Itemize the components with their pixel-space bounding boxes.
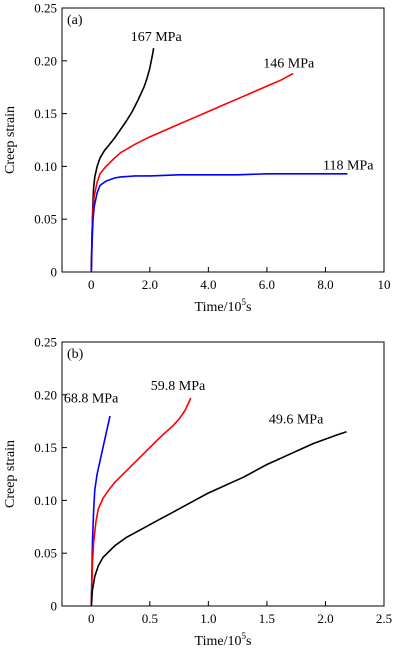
series-line (90, 431, 347, 607)
x-axis-title-exponent: 5 (242, 297, 247, 307)
chart-panel-a: (a) Creep strain Time/105s 0 2.0 4.0 6.0 8.0… (3, 1, 391, 316)
x-tick-label: 2.5 (376, 611, 392, 626)
y-tick-label: 0 (51, 265, 58, 280)
x-tick-label: 10 (378, 277, 391, 292)
x-tick-label: 0.5 (142, 611, 158, 626)
series-label: 68.8 MPa (64, 392, 119, 407)
x-axis-title-exponent: 5 (242, 631, 247, 641)
series-labels: 68.8 MPa 59.8 MPa 49.6 MPa (64, 379, 324, 428)
x-tick-label: 1.0 (200, 611, 216, 626)
series-label: 118 MPa (323, 159, 374, 174)
curves (90, 397, 347, 607)
y-tick-label: 0.05 (34, 212, 57, 227)
y-tick-label: 0.20 (34, 387, 57, 402)
panel-label: (b) (67, 347, 84, 362)
y-tick-label: 0 (51, 599, 58, 614)
y-tick-label: 0.10 (34, 493, 57, 508)
plot-frame (61, 341, 385, 607)
series-label: 167 MPa (131, 30, 183, 45)
chart-panel-b: (b) Creep strain Time/105s 0 0.5 1.0 1.5 2.0… (3, 335, 392, 650)
series-label: 59.8 MPa (151, 379, 206, 394)
x-tick-label: 2.0 (317, 611, 333, 626)
axis-ticks: 0 2.0 4.0 6.0 8.0 10 0 0.05 0.10 0.15 0.20 0.25 (34, 1, 390, 293)
y-tick-label: 0.10 (34, 159, 57, 174)
x-axis-title-main: Time/10 (195, 300, 242, 315)
x-tick-label: 2.0 (142, 277, 158, 292)
series-line (90, 172, 348, 273)
series-labels: 167 MPa 146 MPa 118 MPa (131, 30, 374, 174)
x-axis-title-main: Time/10 (195, 634, 242, 649)
x-tick-label: 0 (88, 277, 95, 292)
x-axis-title-unit: s (246, 300, 251, 315)
axis-ticks: 0 0.5 1.0 1.5 2.0 2.5 0 0.05 0.10 0.15 0.20 0.25 (34, 335, 392, 627)
x-axis-title: Time/105s (195, 297, 252, 315)
series-line (90, 47, 155, 273)
series-line (90, 397, 192, 607)
y-tick-label: 0.25 (34, 1, 57, 16)
series-line (90, 415, 111, 607)
y-tick-label: 0.15 (34, 106, 57, 121)
x-tick-label: 4.0 (200, 277, 216, 292)
x-tick-label: 8.0 (317, 277, 333, 292)
plot-frame (61, 7, 385, 273)
series-label: 49.6 MPa (269, 413, 324, 428)
y-tick-label: 0.25 (34, 335, 57, 350)
series-line (90, 72, 294, 273)
curves (90, 47, 348, 273)
series-label: 146 MPa (263, 56, 315, 71)
y-tick-label: 0.20 (34, 53, 57, 68)
x-axis-title: Time/105s (195, 631, 252, 649)
y-axis-title: Creep strain (3, 440, 18, 508)
y-tick-label: 0.15 (34, 440, 57, 455)
y-tick-label: 0.05 (34, 546, 57, 561)
panel-label: (a) (67, 13, 83, 28)
x-tick-label: 1.5 (259, 611, 275, 626)
x-tick-label: 6.0 (259, 277, 275, 292)
x-axis-title-unit: s (246, 634, 251, 649)
x-tick-label: 0 (88, 611, 95, 626)
y-axis-title: Creep strain (3, 106, 18, 174)
